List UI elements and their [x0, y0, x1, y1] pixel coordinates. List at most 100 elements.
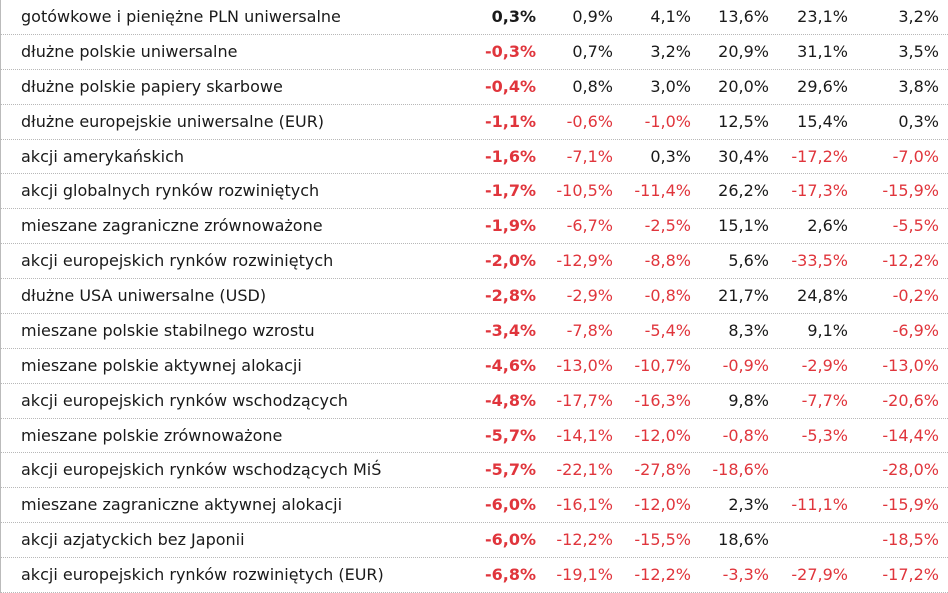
return-cell: 0,3%: [898, 111, 939, 131]
return-cell: -6,9%: [892, 320, 939, 340]
return-cell: -1,6%: [484, 146, 536, 166]
return-cell: -5,7%: [484, 425, 536, 445]
return-cell: 5,6%: [728, 251, 769, 271]
return-cell: -22,1%: [556, 460, 613, 480]
return-cell: -13,0%: [882, 355, 939, 375]
table-row: dłużne polskie papiery skarbowe -0,4% 0,8%…: [1, 70, 948, 105]
return-cell: -4,6%: [484, 355, 536, 375]
return-cell: -10,5%: [556, 181, 613, 201]
return-cell: -14,1%: [556, 425, 613, 445]
return-cell: -7,8%: [566, 320, 613, 340]
return-cell: -28,0%: [882, 460, 939, 480]
return-cell: -6,0%: [484, 495, 536, 515]
table-row: mieszane polskie stabilnego wzrostu -3,4%…: [1, 314, 948, 349]
return-cell: -2,8%: [484, 286, 536, 306]
return-cell: -12,9%: [556, 251, 613, 271]
return-cell: -2,9%: [566, 286, 613, 306]
return-cell: 30,4%: [718, 146, 769, 166]
return-cell: -0,9%: [722, 355, 769, 375]
fund-name: mieszane polskie aktywnej alokacji: [21, 355, 302, 375]
return-cell: -16,3%: [634, 390, 691, 410]
return-cell: -2,5%: [644, 216, 691, 236]
table-row: dłużne USA uniwersalne (USD) -2,8% -2,9% -0…: [1, 279, 948, 314]
return-cell: -0,8%: [644, 286, 691, 306]
return-cell: -11,1%: [791, 495, 848, 515]
fund-name: akcji europejskich rynków wschodzących: [21, 390, 348, 410]
return-cell: 15,1%: [718, 216, 769, 236]
return-cell: 9,8%: [728, 390, 769, 410]
return-cell: -14,4%: [882, 425, 939, 445]
fund-name: akcji europejskich rynków wschodzących M…: [21, 460, 382, 480]
return-cell: -0,2%: [892, 286, 939, 306]
return-cell: -13,0%: [556, 355, 613, 375]
table-row: gotówkowe i pieniężne PLN uniwersalne 0,3…: [1, 0, 948, 35]
return-cell: -0,4%: [484, 76, 536, 96]
return-cell: 26,2%: [718, 181, 769, 201]
return-cell: -27,9%: [791, 565, 848, 585]
return-cell: 24,8%: [797, 286, 848, 306]
table-row: akcji amerykańskich -1,6% -7,1% 0,3% 30,4% -1…: [1, 140, 948, 175]
return-cell: -0,3%: [484, 41, 536, 61]
return-cell: -6,8%: [484, 565, 536, 585]
table-row: akcji europejskich rynków rozwiniętych (…: [1, 558, 948, 593]
table-row: akcji europejskich rynków wschodzących -4…: [1, 384, 948, 419]
fund-name: gotówkowe i pieniężne PLN uniwersalne: [21, 7, 341, 26]
return-cell: 13,6%: [718, 7, 769, 26]
return-cell: 0,8%: [572, 76, 613, 96]
return-cell: 12,5%: [718, 111, 769, 131]
return-cell: -18,6%: [712, 460, 769, 480]
return-cell: 3,8%: [898, 76, 939, 96]
return-cell: 0,9%: [572, 7, 613, 26]
return-cell: 0,3%: [650, 146, 691, 166]
fund-name: dłużne europejskie uniwersalne (EUR): [21, 111, 325, 131]
return-cell: -5,4%: [644, 320, 691, 340]
return-cell: -15,9%: [882, 181, 939, 201]
return-cell: 3,0%: [650, 76, 691, 96]
return-cell: -17,2%: [791, 146, 848, 166]
return-cell: -17,3%: [791, 181, 848, 201]
return-cell: 23,1%: [797, 7, 848, 26]
return-cell: -7,0%: [892, 146, 939, 166]
return-cell: -27,8%: [634, 460, 691, 480]
table-row: mieszane zagraniczne zrównoważone -1,9% -6…: [1, 209, 948, 245]
return-cell: -4,8%: [484, 390, 536, 410]
return-cell: 29,6%: [797, 76, 848, 96]
fund-name: mieszane zagraniczne aktywnej alokacji: [21, 495, 343, 515]
table-row: akcji europejskich rynków wschodzących M…: [1, 453, 948, 489]
return-cell: -3,3%: [722, 565, 769, 585]
return-cell: -5,5%: [892, 216, 939, 236]
return-cell: -17,2%: [882, 565, 939, 585]
table-row: mieszane polskie zrównoważone -5,7% -14,1%…: [1, 419, 948, 454]
return-cell: -33,5%: [791, 251, 848, 271]
return-cell: -1,9%: [484, 216, 536, 236]
return-cell: -1,7%: [484, 181, 536, 201]
return-cell: 8,3%: [728, 320, 769, 340]
table-row: dłużne europejskie uniwersalne (EUR) -1,1…: [1, 105, 948, 140]
return-cell: 0,7%: [572, 41, 613, 61]
return-cell: 3,5%: [898, 41, 939, 61]
return-cell: -12,2%: [634, 565, 691, 585]
return-cell: -12,2%: [556, 530, 613, 550]
return-cell: -2,9%: [801, 355, 848, 375]
fund-name: akcji europejskich rynków rozwiniętych: [21, 251, 334, 271]
return-cell: -3,4%: [484, 320, 536, 340]
return-cell: -20,6%: [882, 390, 939, 410]
return-cell: 20,9%: [718, 41, 769, 61]
fund-name: akcji amerykańskich: [21, 146, 185, 166]
fund-name: mieszane zagraniczne zrównoważone: [21, 216, 323, 236]
return-cell: -7,1%: [566, 146, 613, 166]
return-cell: 4,1%: [650, 7, 691, 26]
fund-name: dłużne polskie uniwersalne: [21, 41, 238, 61]
return-cell: 21,7%: [718, 286, 769, 306]
return-cell: -11,4%: [634, 181, 691, 201]
return-cell: 2,6%: [807, 216, 848, 236]
return-cell: 2,3%: [728, 495, 769, 515]
return-cell: -12,0%: [634, 425, 691, 445]
return-cell: 3,2%: [650, 41, 691, 61]
return-cell: -12,0%: [634, 495, 691, 515]
return-cell: -16,1%: [556, 495, 613, 515]
return-cell: -12,2%: [882, 251, 939, 271]
return-cell: -7,7%: [801, 390, 848, 410]
return-cell: -6,7%: [566, 216, 613, 236]
